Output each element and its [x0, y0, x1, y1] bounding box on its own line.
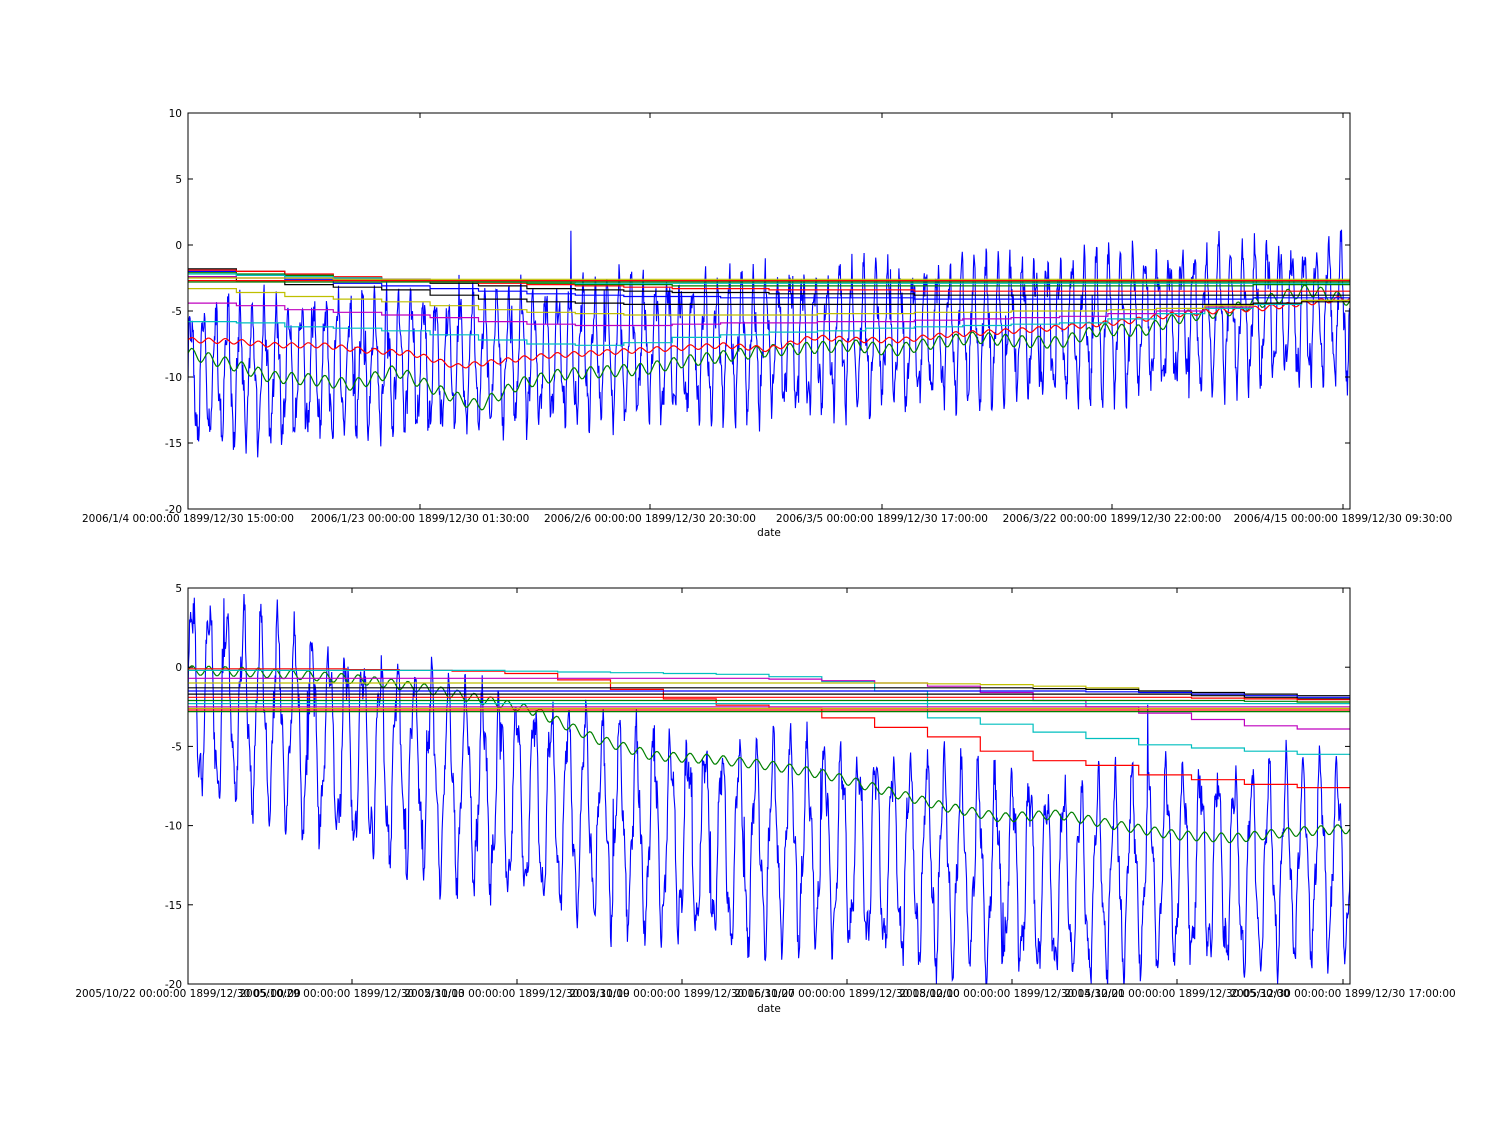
- y-tick-label: -15: [165, 900, 182, 912]
- y-tick-label: 0: [175, 662, 182, 674]
- y-tick-label: 0: [175, 240, 182, 252]
- plot-frame: [187, 587, 1351, 985]
- x-tick-label: 2005/11/27 00:00:00 1899/12/30 18:00:00: [734, 988, 959, 1000]
- x-tick-label: 2006/1/23 00:00:00 1899/12/30 01:30:00: [311, 513, 530, 525]
- series-line-3: [188, 299, 1350, 346]
- series-line-11: [188, 273, 1350, 284]
- x-tick-label: 2005/12/30 00:00:00 1899/12/30 17:00:00: [1230, 988, 1455, 1000]
- x-axis-label: date: [757, 1003, 781, 1015]
- series-line-0: [188, 229, 1350, 458]
- x-tick-label: 2005/11/13 00:00:00 1899/12/30 02:30:00: [404, 988, 629, 1000]
- series-line-4: [188, 299, 1350, 327]
- x-tick-label: 2005/10/22 00:00:00 1899/12/30 05:00:00: [75, 988, 300, 1000]
- chart-top: -20 -15 -10 -5 0 5 10 2006/1/4 00:00:00 1899/12…: [82, 108, 1452, 539]
- x-tick-label: 2006/1/4 00:00:00 1899/12/30 15:00:00: [82, 513, 294, 525]
- series-line-3: [188, 669, 1350, 755]
- y-tick-label: 5: [175, 174, 182, 186]
- x-tick-label: 2006/3/5 00:00:00 1899/12/30 17:00:00: [776, 513, 988, 525]
- plot-area: [188, 593, 1350, 984]
- series-line-6: [188, 687, 1350, 697]
- series-line-7: [188, 690, 1350, 698]
- x-tick-label: 2005/12/10 00:00:00 1899/12/30 14:30:00: [899, 988, 1124, 1000]
- series-line-13: [188, 277, 1350, 280]
- series-line-5: [188, 288, 1350, 316]
- series-line-8: [188, 693, 1350, 700]
- series-line-10: [188, 699, 1350, 703]
- x-tick-label: 2005/12/21 00:00:00 1899/12/30 05:30:00: [1064, 988, 1289, 1000]
- x-tick-label: 2005/10/29 00:00:00 1899/12/30 02:30:00: [239, 988, 464, 1000]
- series-line-9: [188, 696, 1350, 701]
- plot-area: [188, 229, 1350, 458]
- y-tick-label: 10: [169, 108, 182, 120]
- x-tick-label: 2005/11/19 00:00:00 1899/12/30 16:30:00: [569, 988, 794, 1000]
- series-line-1: [188, 665, 1350, 844]
- chart-bottom: -20 -15 -10 -5 0 5 2005/10/22 00:00:00 1899/12…: [75, 583, 1455, 1015]
- y-tick-label: -15: [165, 438, 182, 450]
- series-line-6: [188, 276, 1350, 305]
- y-tick-label: -10: [165, 821, 182, 833]
- x-axis-label: date: [757, 527, 781, 539]
- x-tick-label: 2006/3/22 00:00:00 1899/12/30 22:00:00: [1003, 513, 1222, 525]
- y-tick-label: -5: [172, 741, 182, 753]
- y-tick-label: -20: [165, 504, 182, 516]
- x-tick-label: 2006/2/6 00:00:00 1899/12/30 20:30:00: [544, 513, 756, 525]
- y-tick-label: -5: [172, 306, 182, 318]
- y-tick-label: -10: [165, 372, 182, 384]
- series-line-7: [188, 270, 1350, 300]
- x-tick-label: 2006/4/15 00:00:00 1899/12/30 09:30:00: [1234, 513, 1453, 525]
- series-line-1: [188, 284, 1350, 411]
- y-tick-label: 5: [175, 583, 182, 595]
- y-tick-label: -20: [165, 979, 182, 991]
